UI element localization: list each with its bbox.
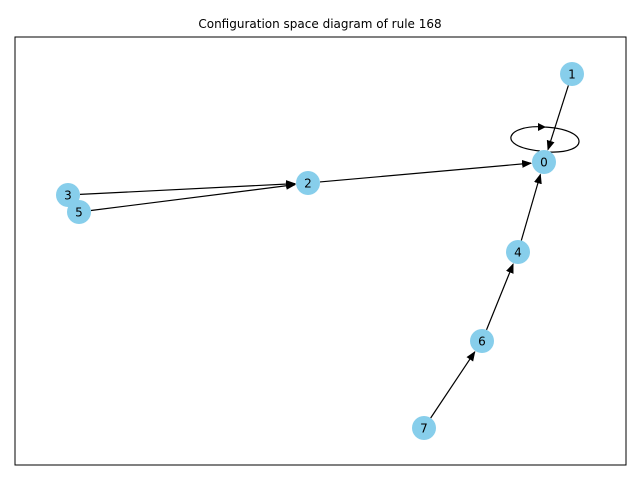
node-1-circle — [560, 62, 584, 86]
edge-4-0 — [520, 173, 542, 241]
node-7: 7 — [412, 416, 436, 440]
edge-7-6 — [430, 350, 476, 419]
node-0-circle — [532, 150, 556, 174]
node-6-label: 6 — [478, 335, 486, 349]
node-layer: 0 1 2 3 4 5 6 7 — [56, 62, 584, 440]
node-1-label: 1 — [568, 68, 576, 82]
edge-5-2 — [90, 181, 297, 212]
edge-2-0 — [319, 159, 533, 183]
diagram-title: Configuration space diagram of rule 168 — [198, 17, 441, 31]
node-1: 1 — [560, 62, 584, 86]
edge-6-4 — [485, 263, 514, 331]
node-2-circle — [296, 171, 320, 195]
edge-0-0-arrow — [538, 123, 546, 131]
node-0-label: 0 — [540, 156, 548, 170]
node-3: 3 — [56, 183, 80, 207]
node-6-circle — [470, 329, 494, 353]
node-3-circle — [56, 183, 80, 207]
node-5-label: 5 — [75, 206, 83, 220]
node-4-label: 4 — [514, 246, 522, 260]
node-2-label: 2 — [304, 177, 312, 191]
node-5-circle — [67, 200, 91, 224]
node-5: 5 — [67, 200, 91, 224]
node-7-label: 7 — [420, 422, 428, 436]
plot-frame — [14, 36, 627, 466]
edge-3-2 — [79, 180, 297, 195]
edge-layer — [79, 85, 580, 419]
edge-0-0 — [510, 126, 580, 153]
node-7-circle — [412, 416, 436, 440]
node-4-circle — [506, 240, 530, 264]
edge-1-0 — [546, 85, 569, 151]
node-2: 2 — [296, 171, 320, 195]
node-0: 0 — [532, 150, 556, 174]
node-3-label: 3 — [64, 189, 72, 203]
node-4: 4 — [506, 240, 530, 264]
node-6: 6 — [470, 329, 494, 353]
